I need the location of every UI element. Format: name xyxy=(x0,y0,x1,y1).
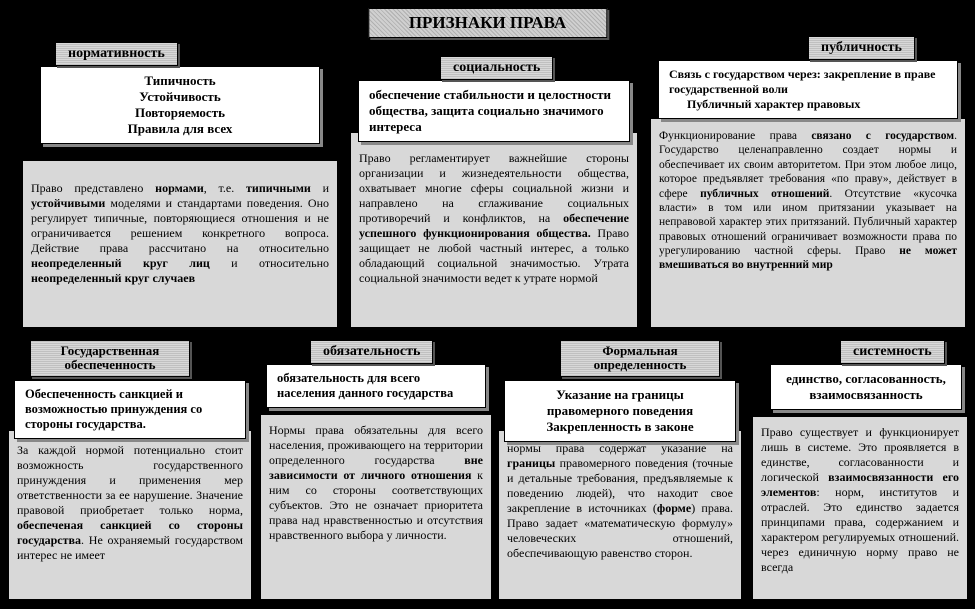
body-socialnost: Право регламентирует важнейшие стороны о… xyxy=(350,132,638,328)
body-gos-obesp: За каждой нормой потенциально стоит возм… xyxy=(8,430,252,600)
body-obyazatelnost: Нормы права обязательны для всего населе… xyxy=(260,414,492,600)
tab-normativnost: нормативность xyxy=(55,42,178,66)
sub-obyazatelnost: обязательность для всего населения данно… xyxy=(266,364,486,408)
tab-gos-obesp: Государственная обеспеченность xyxy=(30,340,190,377)
page-title: ПРИЗНАКИ ПРАВА xyxy=(368,8,607,38)
sub-socialnost: обеспечение стабильности и целостности о… xyxy=(358,80,630,142)
sub-gos-obesp: Обеспеченность санкцией и возможностью п… xyxy=(14,380,246,439)
sub-line: Типичность xyxy=(51,73,309,89)
body-sistemnost: Право существует и функционирует лишь в … xyxy=(752,416,968,600)
tab-socialnost: социальность xyxy=(440,56,553,80)
tab-formalnaya: Формальная определенность xyxy=(560,340,720,377)
sub-formalnaya: Указание на границы правомерного поведен… xyxy=(504,380,736,442)
body-publichnost: Функционирование права связано с государ… xyxy=(650,118,966,328)
sub-normativnost: Типичность Устойчивость Повторяемость Пр… xyxy=(40,66,320,144)
sub-publichnost: Связь с государством через: закрепление … xyxy=(658,60,958,119)
sub-line: Правила для всех xyxy=(51,121,309,137)
sub-line: Повторяемость xyxy=(51,105,309,121)
body-normativnost: Право представлено нормами, т.е. типичны… xyxy=(22,160,338,328)
body-formalnaya: нормы права содержат указание на границы… xyxy=(498,430,742,600)
sub-line: Устойчивость xyxy=(51,89,309,105)
tab-publichnost: публичность xyxy=(808,36,915,60)
tab-sistemnost: системность xyxy=(840,340,945,364)
sub-sistemnost: единство, согласованность, взаимосвязанн… xyxy=(770,364,962,410)
tab-obyazatelnost: обязательность xyxy=(310,340,433,364)
